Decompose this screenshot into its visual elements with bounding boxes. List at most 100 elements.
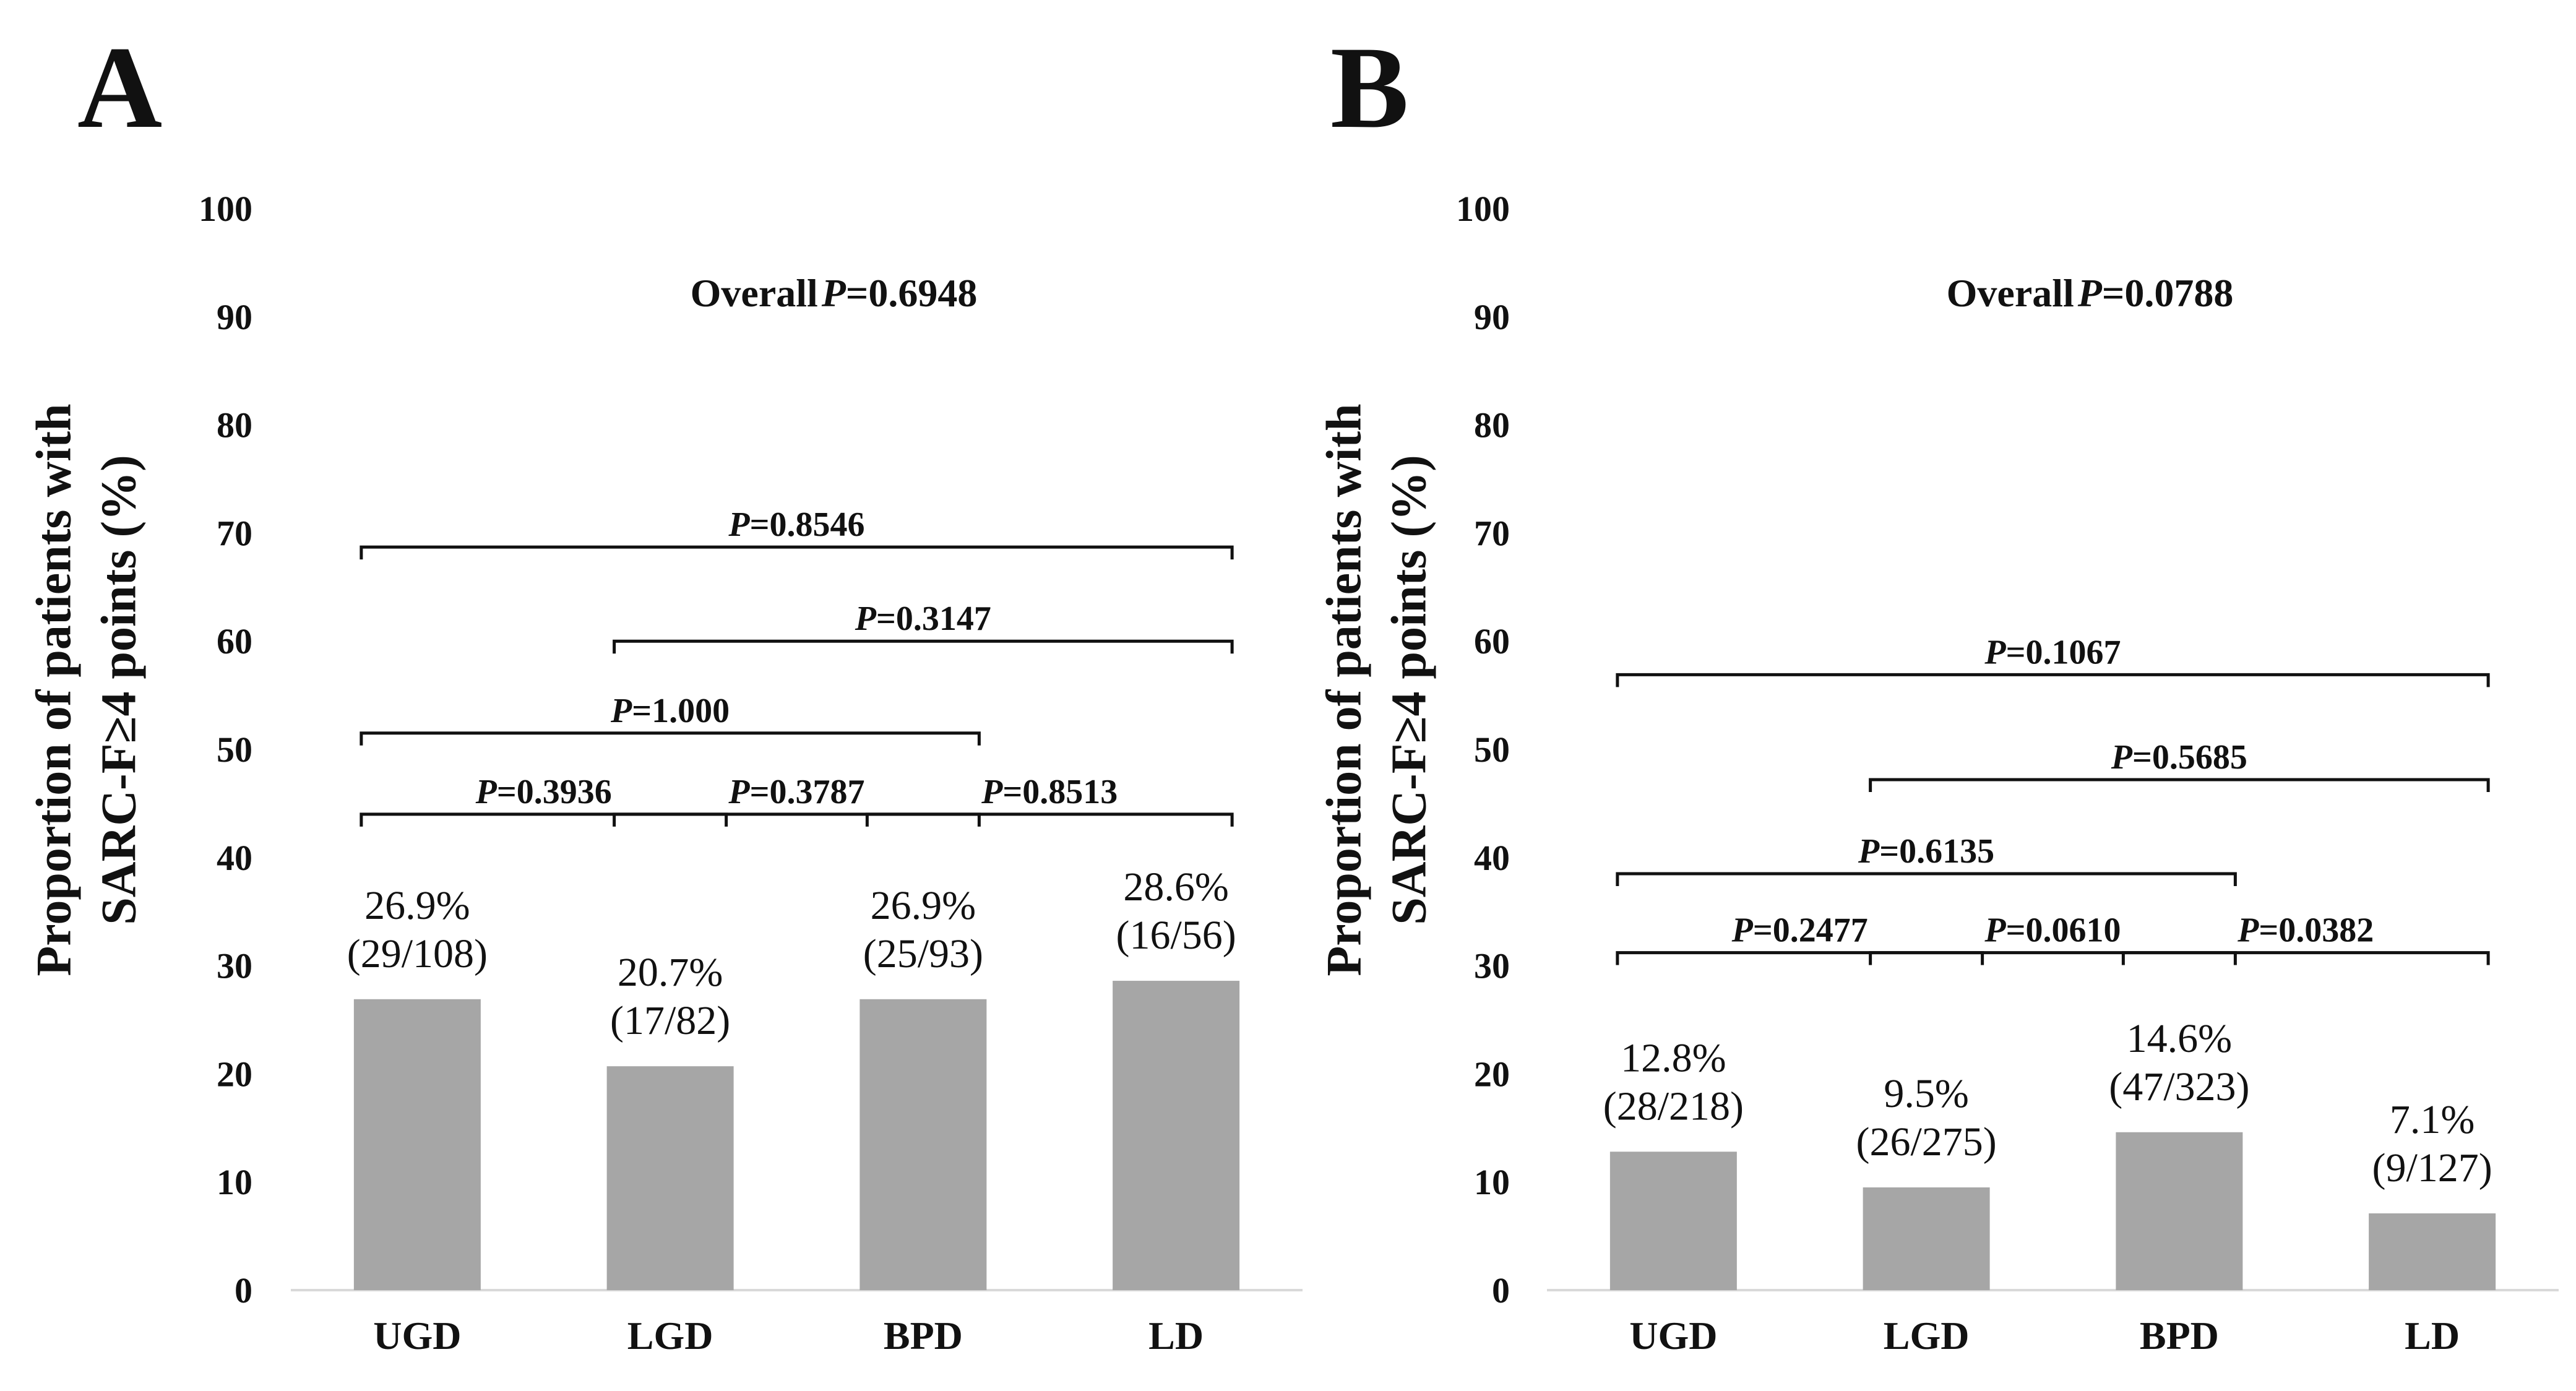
p-symbol: P <box>610 692 632 730</box>
y-tick-label: 60 <box>1474 621 1510 661</box>
bar-percent-label: 12.8% <box>1621 1035 1726 1080</box>
y-tick-label: 80 <box>1474 405 1510 446</box>
overall-p-label: OverallP=0.0788 <box>1947 271 2234 315</box>
bar-count-label: (17/82) <box>610 998 730 1043</box>
x-category-label: BPD <box>884 1314 963 1358</box>
p-symbol: P <box>475 773 498 811</box>
bar-ld <box>2369 1213 2496 1290</box>
y-tick-label: 50 <box>1474 730 1510 770</box>
bar-bpd <box>2116 1132 2243 1290</box>
p-symbol: P <box>981 773 1003 811</box>
overall-p-symbol: P <box>2077 271 2103 315</box>
p-value: =0.3787 <box>750 773 865 811</box>
y-tick-label: 40 <box>217 838 252 878</box>
y-tick-label: 40 <box>1474 838 1510 878</box>
y-tick-label: 100 <box>1456 189 1510 229</box>
p-symbol: P <box>1731 911 1754 950</box>
y-tick-label: 80 <box>217 405 252 446</box>
overall-label: Overall <box>1947 271 2074 315</box>
overall-label: Overall <box>691 271 818 315</box>
comparison-bracket <box>865 812 1234 827</box>
y-tick-label: 20 <box>1474 1054 1510 1094</box>
bar-ld <box>1113 981 1240 1290</box>
comparison-p-label: P=0.1067 <box>1984 633 2121 671</box>
p-value: =0.5685 <box>2132 738 2247 777</box>
x-category-label: BPD <box>2140 1314 2219 1358</box>
bar-count-label: (28/218) <box>1603 1083 1744 1129</box>
comparison-p-label: P=0.8546 <box>728 506 864 544</box>
p-value: =0.0610 <box>2006 911 2121 950</box>
comparison-p-label: P=0.3147 <box>855 600 991 638</box>
bar-percent-label: 26.9% <box>364 883 470 928</box>
comparison-p-label: P=0.8513 <box>981 773 1118 811</box>
p-symbol: P <box>1984 911 2006 950</box>
x-category-label: UGD <box>1629 1314 1717 1358</box>
x-category-label: LD <box>2405 1314 2460 1358</box>
y-axis-title-line-1: Proportion of patients with <box>1317 403 1371 976</box>
y-tick-label: 10 <box>217 1162 252 1202</box>
bar-ugd <box>1609 1152 1737 1290</box>
comparison-bracket <box>1869 778 2490 792</box>
bar-lgd <box>606 1066 734 1290</box>
comparison-p-label: P=0.3787 <box>728 773 864 811</box>
x-category-label: LD <box>1148 1314 1204 1358</box>
comparison-bracket <box>2121 951 2490 965</box>
y-axis-title-line-2: SARC-F≥4 points (%) <box>92 455 146 925</box>
y-tick-label: 0 <box>1492 1270 1510 1311</box>
y-tick-label: 10 <box>1474 1162 1510 1202</box>
bar-count-label: (26/275) <box>1856 1119 1996 1165</box>
comparison-bracket <box>1616 951 1984 965</box>
bar-count-label: (16/56) <box>1116 913 1236 958</box>
comparison-p-label: P=0.5685 <box>2111 738 2247 777</box>
y-tick-label: 50 <box>217 730 252 770</box>
y-tick-label: 20 <box>217 1054 252 1094</box>
p-value: =0.8546 <box>750 506 865 544</box>
panel-b-chart: B Proportion of patients with SARC-F≥4 poi… <box>1317 23 2559 1358</box>
p-value: =0.3936 <box>497 773 612 811</box>
overall-p-symbol: P <box>821 271 846 315</box>
comparison-p-label: P=0.0610 <box>1984 911 2121 950</box>
p-value: =0.1067 <box>2006 633 2121 671</box>
x-category-label: UGD <box>373 1314 461 1358</box>
y-tick-label: 30 <box>217 946 252 986</box>
x-category-label: LGD <box>627 1314 713 1358</box>
bar-count-label: (9/127) <box>2372 1145 2492 1191</box>
y-tick-label: 70 <box>1474 513 1510 553</box>
y-tick-label: 0 <box>235 1270 252 1311</box>
y-tick-label: 70 <box>217 513 252 553</box>
p-symbol: P <box>1858 832 1880 871</box>
p-value: =0.8513 <box>1002 773 1118 811</box>
p-symbol: P <box>2111 738 2133 777</box>
p-symbol: P <box>855 600 877 638</box>
bar-count-label: (29/108) <box>347 931 488 976</box>
p-value: =0.0382 <box>2259 911 2374 950</box>
panel-letter: B <box>1330 23 1409 153</box>
bar-count-label: (47/323) <box>2109 1064 2249 1109</box>
comparison-bracket <box>1616 673 2490 687</box>
p-value: =0.3147 <box>876 600 991 638</box>
y-tick-label: 60 <box>217 621 252 661</box>
bar-percent-label: 7.1% <box>2390 1097 2475 1142</box>
comparison-bracket <box>360 731 981 746</box>
p-symbol: P <box>728 506 750 544</box>
p-symbol: P <box>2237 911 2259 950</box>
comparison-p-label: P=0.0382 <box>2237 911 2374 950</box>
bar-count-label: (25/93) <box>863 931 983 976</box>
bar-percent-label: 20.7% <box>618 950 723 995</box>
comparison-bracket <box>613 639 1234 654</box>
y-tick-label: 30 <box>1474 946 1510 986</box>
p-value: =0.2477 <box>1753 911 1868 950</box>
comparison-bracket <box>1616 872 2237 887</box>
bar-percent-label: 28.6% <box>1123 864 1228 910</box>
y-tick-label: 100 <box>199 189 252 229</box>
p-symbol: P <box>728 773 750 811</box>
bar-percent-label: 26.9% <box>871 883 976 928</box>
comparison-bracket <box>360 545 1234 560</box>
bar-lgd <box>1863 1187 1990 1290</box>
y-axis-title-line-1: Proportion of patients with <box>27 403 81 976</box>
overall-p-label: OverallP=0.6948 <box>691 271 978 315</box>
y-axis-title-line-2: SARC-F≥4 points (%) <box>1382 455 1436 925</box>
p-value: =1.000 <box>632 692 730 730</box>
comparison-bracket <box>613 812 981 827</box>
